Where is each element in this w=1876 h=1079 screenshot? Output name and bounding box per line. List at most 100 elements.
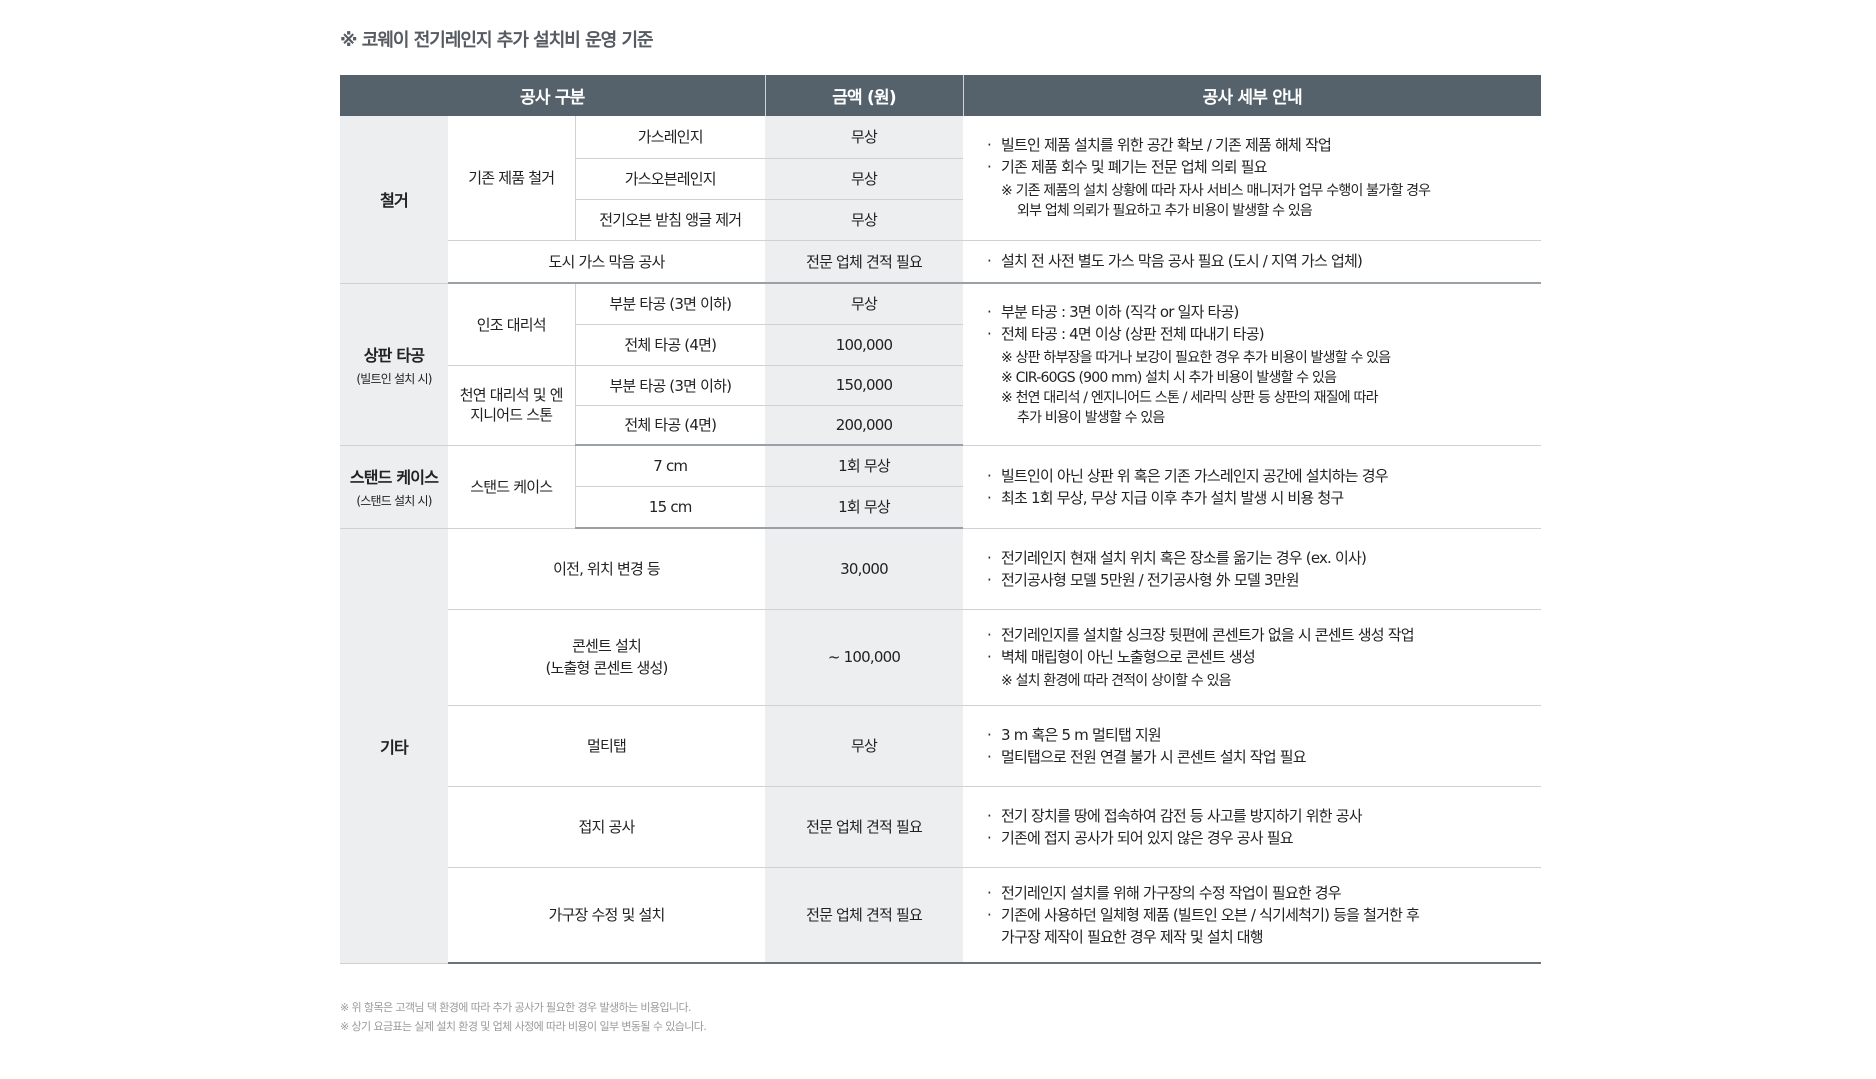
table-row: 15 cm 1회 무상	[340, 486, 1541, 529]
item-name: 가스오븐레인지	[575, 158, 766, 200]
detail-note: ※ 상판 하부장을 따거나 보강이 필요한 경우 추가 비용이 발생할 수 있음	[1001, 349, 1391, 366]
item-price: 무상	[765, 199, 964, 241]
section-sub: (빌트인 설치 시)	[356, 371, 432, 386]
section-sub: (스탠드 설치 시)	[356, 494, 432, 508]
header-detail: 공사 세부 안내	[963, 75, 1542, 116]
item-price: 무상	[765, 705, 964, 787]
detail-note: ※ 천연 대리석 / 엔지니어드 스톤 / 세라믹 상판 등 상판의 재질에 따…	[1001, 389, 1378, 406]
installation-fee-table: 공사 구분 금액 (원) 공사 세부 안내 철거 기존 제품 철거 가스레인지 …	[340, 75, 1542, 964]
item-price: 150,000	[765, 365, 964, 406]
detail-line: 전기레인지 현재 설치 위치 혹은 장소를 옮기는 경우 (ex. 이사)	[987, 547, 1541, 569]
item-price: 전문 업체 견적 필요	[765, 786, 964, 868]
header-price: 금액 (원)	[765, 75, 964, 116]
table-row: 접지 공사 전문 업체 견적 필요 전기 장치를 땅에 접속하여 감전 등 사고…	[340, 786, 1542, 868]
table-header: 공사 구분 금액 (원) 공사 세부 안내	[340, 75, 1542, 116]
item-name: 전체 타공 (4면)	[575, 324, 766, 366]
detail-cell: 3 m 혹은 5 m 멀티탭 지원 멀티탭으로 전원 연결 불가 시 콘센트 설…	[963, 705, 1542, 787]
table-row: 도시 가스 막음 공사 전문 업체 견적 필요 설치 전 사전 별도 가스 막음…	[340, 240, 1542, 284]
page-title: ※ 코웨이 전기레인지 추가 설치비 운영 기준	[340, 30, 654, 51]
item-name-line: (노출형 콘센트 생성)	[545, 659, 668, 677]
item-name: 이전, 위치 변경 등	[448, 528, 766, 610]
detail-cell: 전기레인지 현재 설치 위치 혹은 장소를 옮기는 경우 (ex. 이사) 전기…	[963, 528, 1542, 610]
detail-cell: 빌트인이 아닌 상판 위 혹은 기존 가스레인지 공간에 설치하는 경우 최초 …	[963, 445, 1542, 529]
item-price: 전문 업체 견적 필요	[765, 867, 964, 964]
detail-cell: 전기레인지를 설치할 싱크장 뒷편에 콘센트가 없을 시 콘센트 생성 작업 벽…	[963, 609, 1542, 706]
detail-line: 전기레인지 설치를 위해 가구장의 수정 작업이 필요한 경우	[987, 882, 1541, 904]
detail-line: 부분 타공 : 3면 이하 (직각 or 일자 타공)	[987, 301, 1541, 323]
detail-line: 기존에 사용하던 일체형 제품 (빌트인 오븐 / 식기세척기) 등을 철거한 …	[987, 904, 1541, 926]
detail-cell: 빌트인 제품 설치를 위한 공간 확보 / 기존 제품 해체 작업 기존 제품 …	[963, 116, 1542, 241]
detail-note: ※ CIR-60GS (900 mm) 설치 시 추가 비용이 발생할 수 있음	[1001, 369, 1337, 386]
detail-note: ※ 기존 제품의 설치 상황에 따라 자사 서비스 매니저가 업무 수행이 불가…	[1001, 183, 1431, 200]
table-row: 상판 타공 (빌트인 설치 시) 인조 대리석 부분 타공 (3면 이하) 무상 …	[340, 283, 1542, 446]
table-row: 스탠드 케이스 (스탠드 설치 시) 스탠드 케이스 7 cm 1회 무상 빌트인…	[340, 445, 1542, 529]
detail-line: 기존에 접지 공사가 되어 있지 않은 경우 공사 필요	[987, 827, 1541, 849]
detail-line: 최초 1회 무상, 무상 지급 이후 추가 설치 발생 시 비용 청구	[987, 487, 1541, 509]
detail-line: 멀티탭으로 전원 연결 불가 시 콘센트 설치 작업 필요	[987, 746, 1541, 768]
detail-line: 3 m 혹은 5 m 멀티탭 지원	[987, 724, 1541, 746]
footnotes: ※ 위 항목은 고객님 댁 환경에 따라 추가 공사가 필요한 경우 발생하는 …	[340, 998, 707, 1036]
detail-note: 외부 업체 의뢰가 필요하고 추가 비용이 발생할 수 있음	[1017, 203, 1313, 220]
item-price: 무상	[765, 116, 964, 159]
item-price: 1회 무상	[765, 486, 964, 529]
table-row: 가구장 수정 및 설치 전문 업체 견적 필요 전기레인지 설치를 위해 가구장…	[340, 867, 1542, 964]
item-name: 가스레인지	[575, 116, 766, 159]
item-name: 전체 타공 (4면)	[575, 405, 766, 446]
item-price: 100,000	[765, 324, 964, 366]
section-removal: 철거	[340, 116, 448, 284]
detail-line: 전기 장치를 땅에 접속하여 감전 등 사고를 방지하기 위한 공사	[987, 805, 1541, 827]
item-price: 30,000	[765, 528, 964, 610]
subgroup-natural: 천연 대리석 및 엔지니어드 스톤	[448, 365, 576, 446]
item-name: 15 cm	[575, 486, 766, 529]
detail-cell: 부분 타공 : 3면 이하 (직각 or 일자 타공) 전체 타공 : 4면 이…	[963, 283, 1542, 446]
item-price: 무상	[765, 158, 964, 200]
table-row: 전기오븐 받침 앵글 제거 무상	[340, 199, 1541, 241]
detail-cell: 전기레인지 설치를 위해 가구장의 수정 작업이 필요한 경우 기존에 사용하던…	[963, 867, 1542, 964]
section-label: 스탠드 케이스	[349, 468, 439, 487]
section-other: 기타	[340, 528, 448, 964]
detail-line: 빌트인 제품 설치를 위한 공간 확보 / 기존 제품 해체 작업	[987, 134, 1541, 156]
subgroup-stand: 스탠드 케이스	[448, 445, 576, 529]
item-name: 도시 가스 막음 공사	[448, 240, 766, 284]
detail-cell: 전기 장치를 땅에 접속하여 감전 등 사고를 방지하기 위한 공사 기존에 접…	[963, 786, 1542, 868]
detail-line: 설치 전 사전 별도 가스 막음 공사 필요 (도시 / 지역 가스 업체)	[987, 250, 1541, 272]
item-name-line: 콘센트 설치	[572, 637, 642, 655]
subgroup-artificial: 인조 대리석	[448, 283, 576, 366]
item-name: 콘센트 설치 (노출형 콘센트 생성)	[448, 609, 766, 706]
detail-line: 기존 제품 회수 및 폐기는 전문 업체 의뢰 필요	[987, 156, 1541, 178]
detail-cell: 설치 전 사전 별도 가스 막음 공사 필요 (도시 / 지역 가스 업체)	[963, 240, 1542, 284]
item-name: 부분 타공 (3면 이하)	[575, 365, 766, 406]
item-price: 무상	[765, 283, 964, 325]
detail-line: 전기레인지를 설치할 싱크장 뒷편에 콘센트가 없을 시 콘센트 생성 작업	[987, 624, 1541, 646]
section-label: 상판 타공	[363, 345, 425, 365]
table-row: 멀티탭 무상 3 m 혹은 5 m 멀티탭 지원 멀티탭으로 전원 연결 불가 …	[340, 705, 1542, 787]
detail-note: 추가 비용이 발생할 수 있음	[1017, 409, 1165, 426]
section-countertop: 상판 타공 (빌트인 설치 시)	[340, 283, 448, 446]
table-row: 전체 타공 (4면) 100,000	[340, 324, 1541, 366]
item-name: 멀티탭	[448, 705, 766, 787]
item-name: 부분 타공 (3면 이하)	[575, 283, 766, 325]
detail-line: 빌트인이 아닌 상판 위 혹은 기존 가스레인지 공간에 설치하는 경우	[987, 465, 1541, 487]
table-row: 전체 타공 (4면) 200,000	[340, 405, 1541, 446]
item-price: ~ 100,000	[765, 609, 964, 706]
detail-line: 전기공사형 모델 5만원 / 전기공사형 外 모델 3만원	[987, 569, 1541, 591]
subgroup-existing: 기존 제품 철거	[448, 116, 576, 241]
item-name: 7 cm	[575, 445, 766, 487]
item-name: 가구장 수정 및 설치	[448, 867, 766, 964]
section-stand: 스탠드 케이스 (스탠드 설치 시)	[340, 445, 448, 529]
detail-line: 전체 타공 : 4면 이상 (상판 전체 따내기 타공)	[987, 323, 1541, 345]
item-price: 1회 무상	[765, 445, 964, 487]
table-row: 철거 기존 제품 철거 가스레인지 무상 빌트인 제품 설치를 위한 공간 확보…	[340, 116, 1542, 284]
detail-line: 가구장 제작이 필요한 경우 제작 및 설치 대행	[1001, 927, 1264, 946]
detail-line: 벽체 매립형이 아닌 노출형으로 콘센트 생성	[987, 646, 1541, 668]
item-name: 접지 공사	[448, 786, 766, 868]
footnote: ※ 상기 요금표는 실제 설치 환경 및 업체 사정에 따라 비용이 일부 변동…	[340, 1020, 707, 1033]
table-row: 천연 대리석 및 엔지니어드 스톤 부분 타공 (3면 이하) 150,000	[340, 365, 1541, 446]
item-name: 전기오븐 받침 앵글 제거	[575, 199, 766, 241]
item-price: 200,000	[765, 405, 964, 446]
footnote: ※ 위 항목은 고객님 댁 환경에 따라 추가 공사가 필요한 경우 발생하는 …	[340, 1001, 692, 1014]
table-row: 콘센트 설치 (노출형 콘센트 생성) ~ 100,000 전기레인지를 설치할 …	[340, 609, 1542, 706]
header-category: 공사 구분	[340, 75, 766, 116]
table-row: 기타 이전, 위치 변경 등 30,000 전기레인지 현재 설치 위치 혹은 …	[340, 528, 1542, 964]
item-price: 전문 업체 견적 필요	[765, 240, 964, 284]
